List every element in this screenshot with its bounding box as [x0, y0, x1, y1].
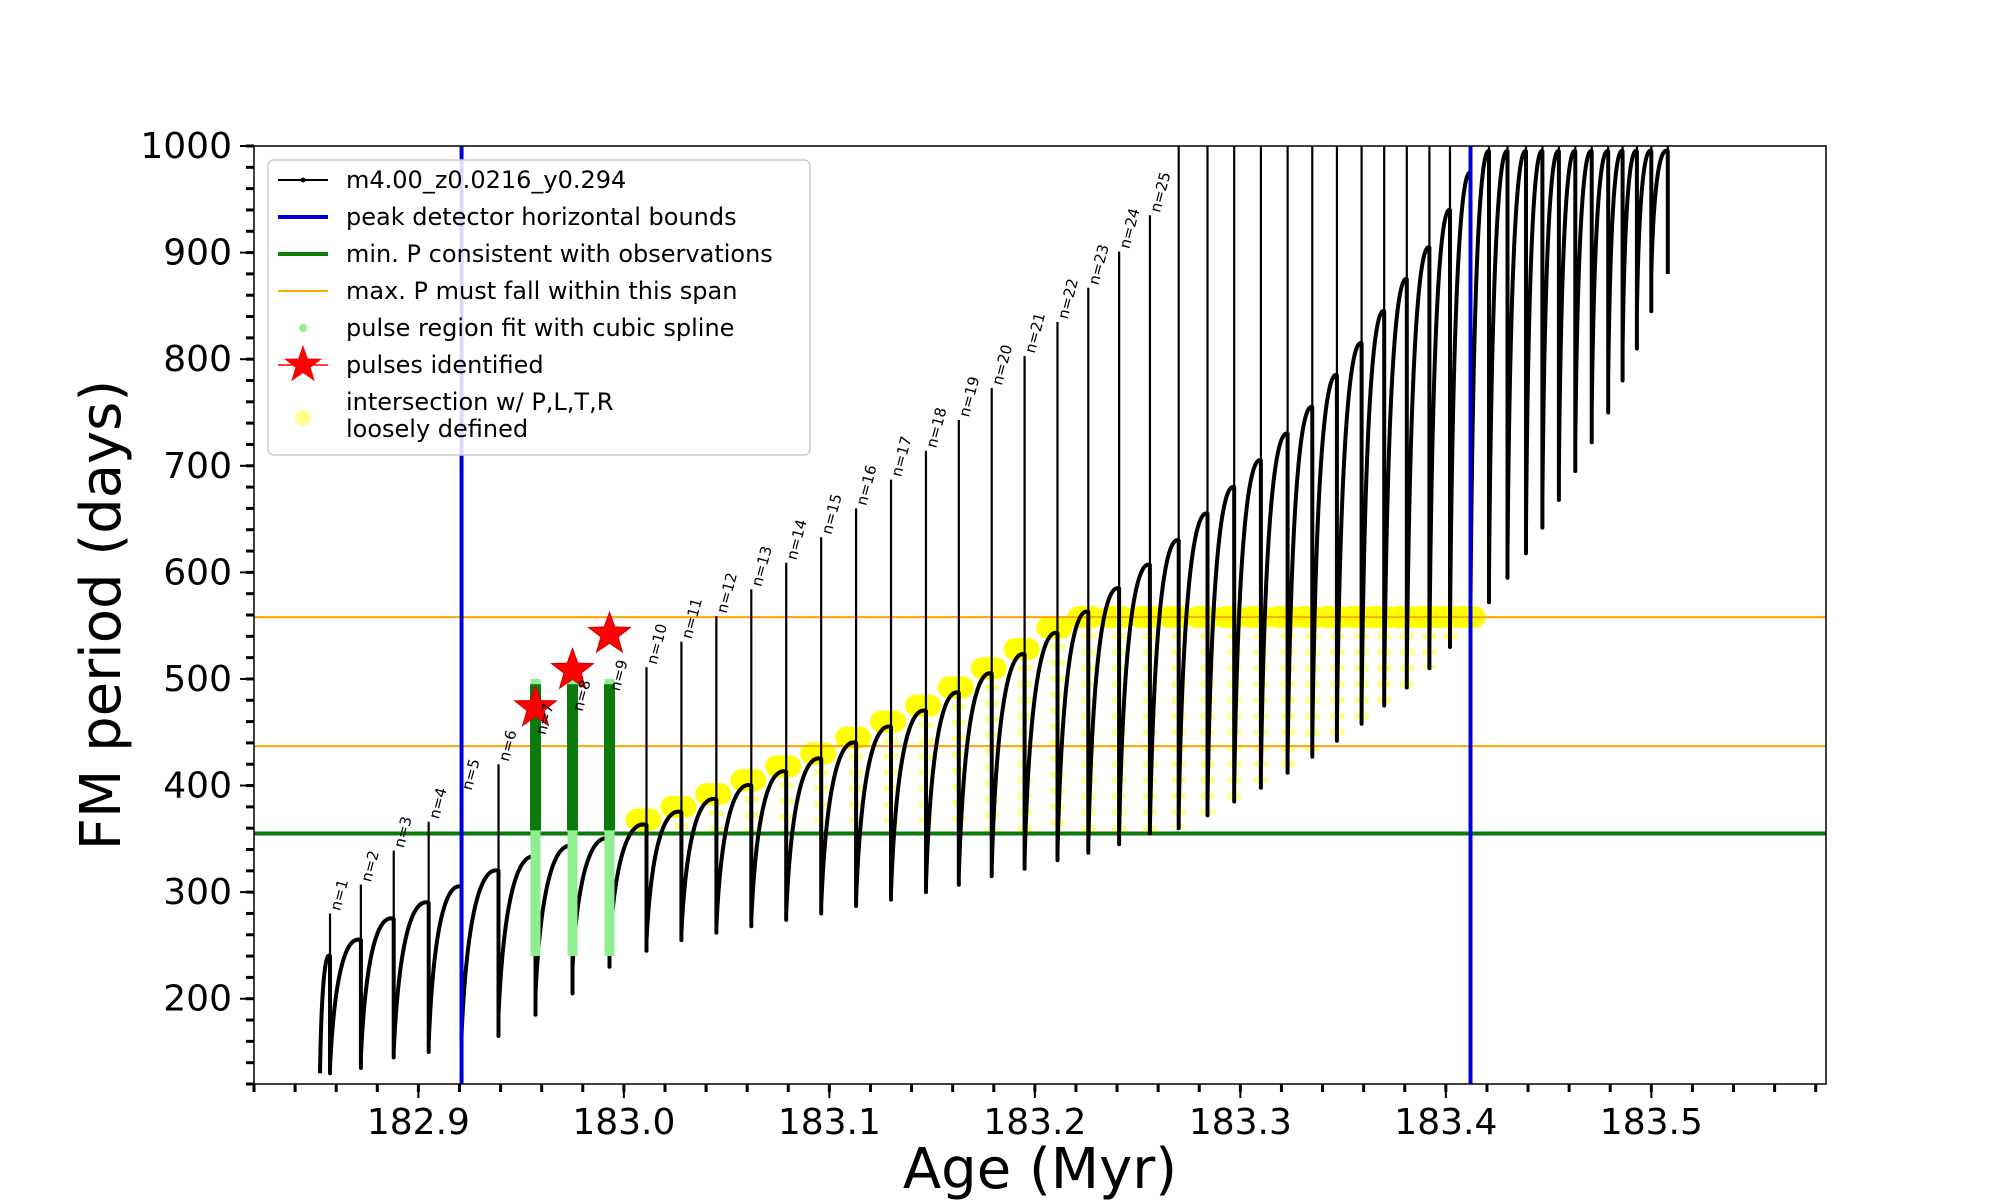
axes: 182.9 183.0 183.1 183.2 183.3 183.4 183.5 200 30… [140, 126, 1818, 1143]
legend-label: loosely defined [346, 415, 528, 443]
pulse-label: n=2 [357, 849, 383, 884]
pulse-label: n=10 [643, 622, 671, 666]
intersection-region [625, 606, 1486, 834]
y-tick-label: 700 [163, 446, 232, 487]
y-tick-label: 400 [163, 766, 232, 807]
pulse-star [513, 684, 558, 727]
legend-label: max. P must fall within this span [346, 277, 737, 305]
pulse-label: n=16 [853, 463, 881, 507]
y-tick-label: 800 [163, 339, 232, 380]
pulse-label: n=4 [425, 786, 451, 821]
identified-pulses [513, 610, 632, 727]
legend-box [267, 159, 811, 456]
x-tick-label: 183.1 [778, 1102, 881, 1143]
y-tick-label: 600 [163, 552, 232, 593]
pulse-label: n=12 [713, 571, 741, 615]
legend-pulse-star [284, 345, 322, 382]
pulse-star [587, 610, 632, 654]
y-tick-label: 300 [163, 872, 232, 913]
legend-label: m4.00_z0.0216_y0.294 [346, 166, 626, 194]
pulse-label: n=19 [955, 375, 983, 419]
pulse-label: n=13 [748, 544, 776, 588]
pulse-star [550, 646, 595, 690]
legend-label: min. P consistent with observations [346, 240, 773, 268]
x-tick-label: 182.9 [367, 1102, 470, 1143]
horizontal-reference-lines [254, 616, 1826, 836]
pulse-label: n=14 [783, 517, 811, 561]
pulse-label: n=18 [922, 405, 950, 449]
x-tick-label: 183.2 [983, 1102, 1086, 1143]
y-axis-title: FM period (days) [69, 380, 134, 850]
legend-intersection-marker [295, 410, 311, 426]
pulse-label: n=15 [818, 492, 846, 536]
pulse-label: n=23 [1085, 242, 1113, 286]
x-tick-label: 183.5 [1600, 1102, 1703, 1143]
x-tick-label: 183.4 [1394, 1102, 1497, 1143]
pulse-label: n=3 [390, 814, 416, 849]
legend-track-marker [300, 177, 306, 183]
y-tick-label: 1000 [140, 126, 232, 167]
pulse-label: n=20 [988, 343, 1016, 387]
legend-label: pulse region fit with cubic spline [346, 314, 734, 342]
legend-spline-marker [299, 324, 307, 332]
x-tick-label: 183.0 [572, 1102, 675, 1143]
pulse-label: n=11 [678, 596, 706, 640]
pulse-label: n=25 [1146, 170, 1174, 214]
legend-label: pulses identified [346, 351, 544, 379]
legend-label: peak detector horizontal bounds [346, 203, 737, 231]
pulse-label: n=24 [1116, 206, 1144, 250]
pulse-label: n=22 [1054, 277, 1082, 321]
x-axis-title: Age (Myr) [903, 1137, 1177, 1200]
pulse-label: n=17 [887, 434, 915, 478]
x-tick-label: 183.3 [1189, 1102, 1292, 1143]
pulse-label: n=6 [495, 728, 521, 763]
y-tick-label: 900 [163, 233, 232, 274]
y-tick-label: 200 [163, 979, 232, 1020]
y-tick-label: 500 [163, 659, 232, 700]
pulse-label: n=21 [1021, 311, 1049, 355]
pulse-label: n=1 [326, 877, 352, 912]
pulse-label: n=9 [606, 658, 632, 693]
legend-label: intersection w/ P,L,T,R [346, 388, 613, 416]
